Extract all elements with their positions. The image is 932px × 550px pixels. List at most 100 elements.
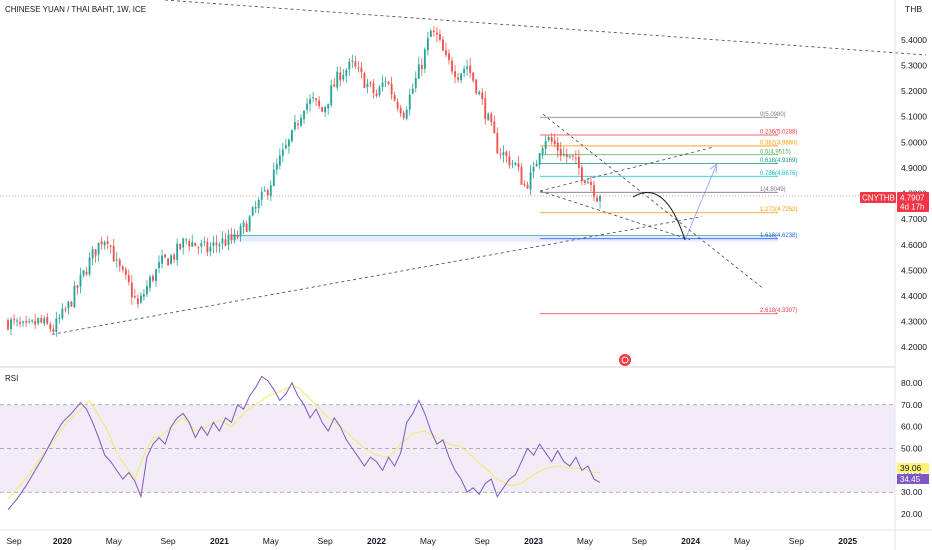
candle-body <box>432 30 435 32</box>
candle-body <box>281 149 284 156</box>
projection-arrow[interactable] <box>684 165 717 241</box>
fib-label-7: 1.272(4.7252) <box>760 207 797 213</box>
time-tick-1: 2020 <box>53 536 72 546</box>
alert-icon[interactable] <box>619 354 631 366</box>
candle-body <box>70 301 73 307</box>
candle-body <box>34 320 37 325</box>
candle-body <box>553 140 556 145</box>
candle-body <box>499 153 502 155</box>
candle-body <box>309 99 311 104</box>
candle-body <box>233 233 236 241</box>
symbol-badge: CNYTHB <box>862 194 895 203</box>
candle-body <box>583 180 586 183</box>
candle-body <box>133 296 136 298</box>
lower-trendline[interactable] <box>51 216 703 335</box>
chart-title: CHINESE YUAN / THAI BAHT, 1W, ICE <box>5 5 146 14</box>
candle-body <box>300 117 302 126</box>
candle-body <box>517 163 520 168</box>
candle-body <box>88 257 91 275</box>
candle-body <box>336 71 339 88</box>
candle-body <box>490 113 493 123</box>
candle-body <box>209 246 212 252</box>
candle-body <box>523 183 526 186</box>
candle-body <box>194 242 197 247</box>
candle-body <box>493 121 496 134</box>
candle-body <box>596 197 598 202</box>
candle-body <box>52 329 55 332</box>
candle-body <box>25 320 28 323</box>
candle-body <box>7 320 9 330</box>
candle-body <box>587 181 589 184</box>
candle-body <box>103 241 106 246</box>
time-axis[interactable]: Sep 2020 May Sep 2021 May Sep 2022 May Sep 2023 May… <box>6 536 857 546</box>
rsi-value-badge-bg <box>897 474 929 484</box>
rsi-tick-4: 60.00 <box>901 422 923 432</box>
candle-body <box>387 82 390 85</box>
currency-label[interactable]: THB <box>905 4 922 14</box>
candle-body <box>127 275 130 283</box>
candle-body <box>457 77 459 80</box>
candle-body <box>212 242 215 246</box>
candle-body <box>487 113 490 121</box>
last-price-value: 4.7907 <box>900 194 925 203</box>
alert-marker[interactable] <box>619 354 631 366</box>
price-tick-9: 5.1000 <box>901 112 927 122</box>
candle-body <box>408 94 411 110</box>
candle-body <box>402 112 405 118</box>
candle-body <box>16 320 18 322</box>
candle-body <box>236 234 239 238</box>
candle-body <box>43 318 46 324</box>
candle-body <box>511 163 514 165</box>
candle-body <box>58 317 61 319</box>
price-badge[interactable]: CNYTHB 4.7907 4d 17h <box>860 192 929 212</box>
candle-body <box>562 154 565 156</box>
fib-label-8: 1.618(4.6238) <box>760 233 797 239</box>
candle-body <box>200 243 203 247</box>
candle-body <box>13 319 15 321</box>
last-price-badge-bg <box>897 192 929 212</box>
candle-body <box>185 239 188 241</box>
candle-body <box>502 152 505 156</box>
time-tick-7: 2022 <box>367 536 386 546</box>
trendlines[interactable] <box>51 0 927 335</box>
upper-trendline[interactable] <box>164 0 927 56</box>
candle-body <box>520 167 523 185</box>
rsi-tick-1: 30.00 <box>901 487 923 497</box>
candle-body <box>469 65 472 73</box>
candle-body <box>142 294 145 297</box>
candle-body <box>164 254 167 258</box>
rsi-label: RSI <box>5 374 18 383</box>
candle-body <box>315 98 318 101</box>
candle-body <box>321 107 324 112</box>
rsi-line[interactable] <box>7 375 601 511</box>
candle-body <box>155 269 157 281</box>
price-tick-7: 4.9000 <box>901 163 927 173</box>
candle-body <box>445 50 447 55</box>
candle-body <box>79 274 82 287</box>
candle-body <box>115 259 118 261</box>
candle-body <box>574 157 577 159</box>
channel-lower[interactable] <box>539 190 691 241</box>
candle-body <box>532 167 535 172</box>
candle-body <box>448 53 450 60</box>
projection-curve[interactable] <box>632 192 686 241</box>
time-tick-13: 2024 <box>681 536 700 546</box>
candle-body <box>170 255 173 264</box>
candle-body <box>85 271 88 275</box>
candle-body <box>139 295 142 303</box>
candle-body <box>297 123 299 126</box>
fib-label-4: 0.618(4.9169) <box>760 158 797 164</box>
projection-drawings[interactable] <box>632 163 718 241</box>
candle-body <box>263 190 266 192</box>
candle-body <box>22 321 25 323</box>
candle-body <box>420 64 423 70</box>
candle-body <box>580 167 583 180</box>
candle-body <box>112 245 115 262</box>
candle-body <box>529 172 532 190</box>
channel-upper[interactable] <box>542 113 764 289</box>
candle-body <box>472 72 475 81</box>
candle-body <box>324 107 327 113</box>
candle-body <box>130 282 133 298</box>
candle-body <box>550 137 553 142</box>
price-tick-12: 5.4000 <box>901 35 927 45</box>
